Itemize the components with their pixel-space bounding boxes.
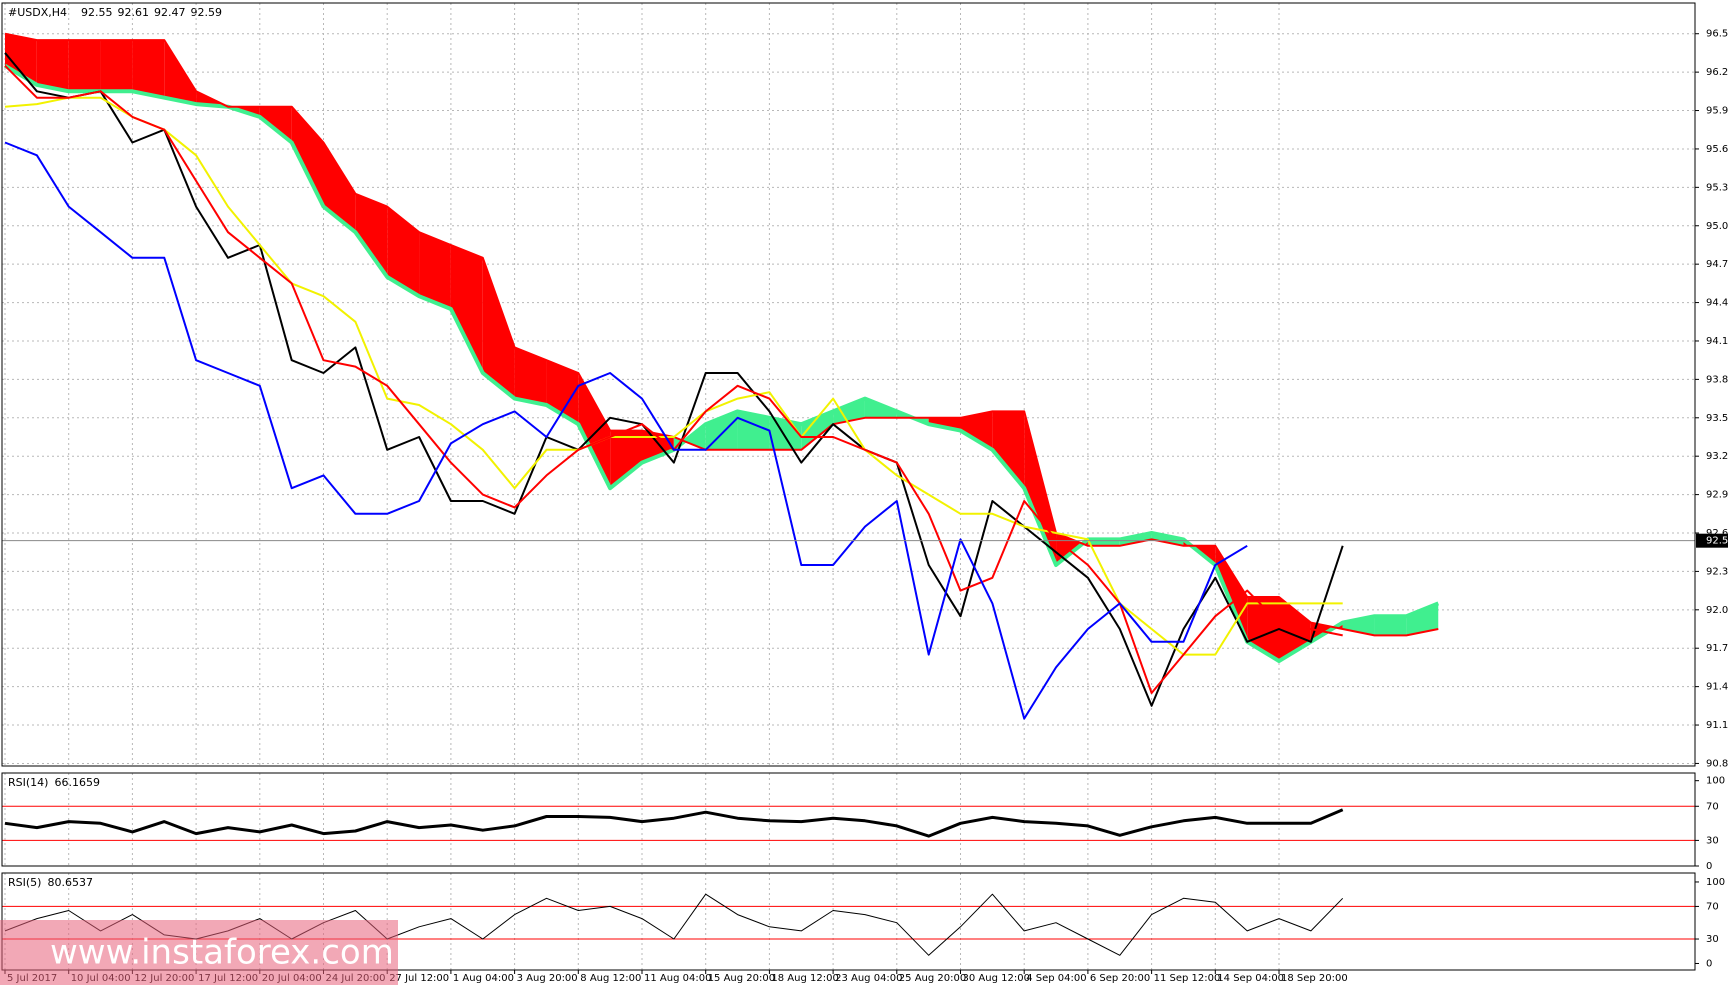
main-frame [1, 2, 1696, 767]
cloud-segment [1024, 411, 1057, 566]
cloud-segment [833, 398, 865, 425]
x-tick-label: 18 Sep 20:00 [1281, 973, 1348, 984]
watermark-box [0, 920, 398, 985]
x-tick-label: 15 Aug 20:00 [708, 973, 775, 984]
cloud-segment [992, 411, 1025, 489]
x-tick-label: 11 Aug 04:00 [644, 973, 711, 984]
y-tick-label: 92.95 [1706, 490, 1728, 501]
cloud-segment [1406, 603, 1439, 636]
y-tick-label: 0 [1706, 861, 1712, 872]
cloud-segment [100, 40, 133, 92]
cloud-segment [801, 411, 834, 450]
y-tick-label: 94.75 [1706, 259, 1728, 270]
x-tick-label: 25 Aug 20:00 [899, 973, 966, 984]
x-tick-label: 1 Aug 04:00 [453, 973, 514, 984]
cloud-segment [1374, 616, 1407, 636]
series-line [3, 63, 1440, 663]
y-tick-label: 0 [1706, 958, 1712, 969]
y-tick-label: 95.95 [1706, 106, 1728, 117]
x-tick-label: 6 Sep 20:00 [1090, 973, 1150, 984]
bid-label: 92.59 [1706, 536, 1728, 547]
y-tick-label: 92.05 [1706, 605, 1728, 616]
cloud-segment [578, 372, 611, 489]
series-line [4, 52, 1344, 707]
y-tick-label: 91.45 [1706, 682, 1728, 693]
y-tick-label: 96.25 [1706, 67, 1728, 78]
panel-title: #USDX,H4 [8, 6, 67, 19]
y-tick-label: 96.55 [1706, 29, 1728, 40]
x-tick-label: 23 Aug 04:00 [835, 973, 902, 984]
x-tick-label: 27 Jul 12:00 [389, 973, 449, 984]
y-tick-label: 100 [1706, 776, 1725, 787]
x-tick-label: 30 Aug 12:00 [963, 973, 1030, 984]
cloud-segment [514, 347, 547, 405]
y-tick-label: 70 [1706, 801, 1719, 812]
cloud-segment [450, 244, 483, 373]
panel-title: RSI(14) [8, 776, 48, 789]
y-tick-label: 92.35 [1706, 566, 1728, 577]
cloud-segment [387, 206, 420, 297]
x-tick-label: 3 Aug 20:00 [517, 973, 578, 984]
y-tick-label: 93.85 [1706, 374, 1728, 385]
y-tick-label: 91.75 [1706, 643, 1728, 654]
cloud-segment [419, 232, 451, 309]
rsi14-frame [1, 772, 1696, 867]
cloud-segment [960, 411, 993, 450]
watermark: www.instaforex.com [50, 933, 394, 973]
y-tick-label: 95.65 [1706, 144, 1728, 155]
y-tick-label: 95.05 [1706, 221, 1728, 232]
ohlc-value: 92.55 [81, 6, 113, 19]
indicator-value: 80.6537 [47, 876, 93, 889]
cloud-segment [610, 430, 642, 489]
chart-layer: 96.55 96.25 95.95 95.65 95.35 95.05 94.75 94.45… [2, 3, 1728, 984]
cloud-segment [132, 40, 165, 98]
x-tick-label: 14 Sep 04:00 [1217, 973, 1284, 984]
ohlc-value: 92.61 [118, 6, 150, 19]
cloud-segment [36, 40, 69, 92]
x-tick-label: 4 Sep 04:00 [1026, 973, 1086, 984]
series-line [4, 32, 1439, 637]
ohlc-value: 92.59 [191, 6, 223, 19]
x-tick-label: 11 Sep 12:00 [1154, 973, 1221, 984]
cloud-segment [323, 142, 356, 233]
series-line [4, 808, 1344, 838]
cloud-segment [291, 106, 324, 207]
y-tick-label: 94.45 [1706, 298, 1728, 309]
y-tick-label: 94.15 [1706, 336, 1728, 347]
y-tick-label: 30 [1706, 934, 1719, 945]
y-tick-label: 93.25 [1706, 451, 1728, 462]
cloud-segment [705, 411, 738, 450]
y-tick-label: 93.55 [1706, 413, 1728, 424]
ohlc-value: 92.47 [154, 6, 186, 19]
cloud-segment [68, 40, 101, 92]
y-tick-label: 95.35 [1706, 182, 1728, 193]
y-tick-label: 91.15 [1706, 720, 1728, 731]
indicator-value: 66.1659 [54, 776, 100, 789]
panel-title: RSI(5) [8, 876, 41, 889]
y-tick-label: 92.65 [1706, 528, 1728, 539]
y-tick-label: 30 [1706, 835, 1719, 846]
y-tick-label: 100 [1706, 877, 1725, 888]
cloud-segment [5, 33, 37, 85]
series-line [4, 141, 1248, 720]
y-tick-label: 90.85 [1706, 758, 1728, 769]
y-tick-label: 70 [1706, 901, 1719, 912]
x-tick-label: 18 Aug 12:00 [771, 973, 838, 984]
bid-box [1696, 533, 1728, 548]
cloud-segment [355, 193, 388, 277]
x-tick-label: 8 Aug 12:00 [580, 973, 641, 984]
cloud-segment [164, 40, 197, 105]
cloud-segment [482, 257, 515, 399]
